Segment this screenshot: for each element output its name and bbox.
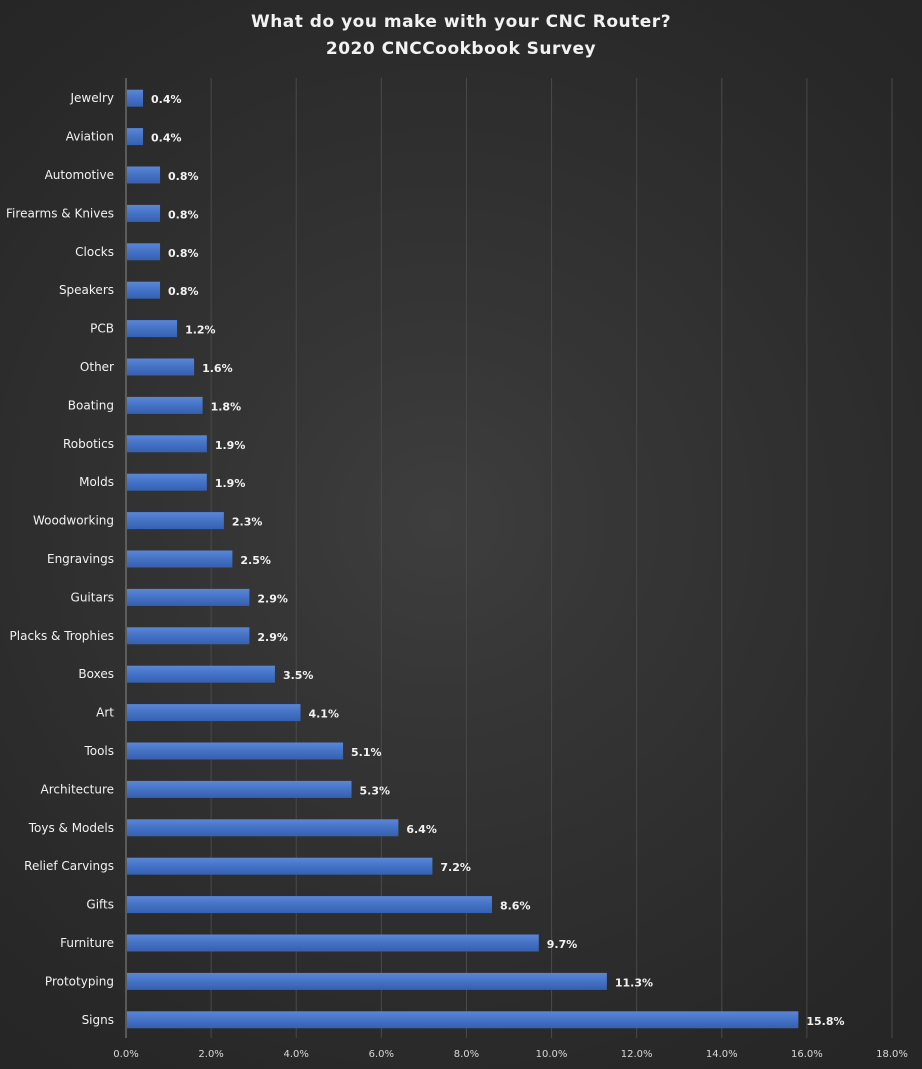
data-label: 7.2% (440, 861, 471, 874)
data-label: 4.1% (308, 708, 339, 721)
category-label: Prototyping (45, 974, 114, 988)
x-tick-label: 8.0% (454, 1049, 479, 1060)
x-tick-label: 6.0% (369, 1049, 394, 1060)
category-label: Gifts (86, 898, 114, 912)
data-label: 5.3% (360, 784, 391, 797)
bar (127, 128, 144, 146)
x-tick-label: 2.0% (198, 1049, 223, 1060)
bar (127, 435, 207, 453)
bar (127, 934, 539, 952)
bar (127, 550, 233, 568)
bar (127, 704, 301, 722)
data-label: 2.3% (232, 516, 263, 529)
category-label: Firearms & Knives (6, 206, 114, 220)
bar (127, 857, 433, 875)
bar (127, 512, 224, 530)
data-label: 2.5% (240, 554, 271, 567)
data-label: 2.9% (257, 592, 288, 605)
bar (127, 358, 195, 376)
category-label: Toys & Models (28, 821, 114, 835)
bar (127, 972, 607, 990)
bar (127, 89, 144, 107)
bar (127, 243, 161, 261)
data-label: 0.4% (151, 93, 182, 106)
category-label: Boxes (78, 667, 114, 681)
category-label: Automotive (45, 168, 114, 182)
data-label: 11.3% (615, 976, 653, 989)
data-label: 1.6% (202, 362, 233, 375)
category-label: Placks & Trophies (10, 629, 114, 643)
chart-title: What do you make with your CNC Router? (250, 12, 672, 32)
data-label: 8.6% (500, 900, 531, 913)
category-label: Engravings (47, 552, 114, 566)
x-tick-label: 0.0% (113, 1049, 138, 1060)
bar (127, 780, 352, 798)
category-label: Relief Carvings (24, 859, 114, 873)
bar (127, 627, 250, 645)
data-label: 0.8% (168, 247, 199, 260)
category-label: Architecture (41, 782, 114, 796)
data-label: 3.5% (283, 669, 314, 682)
bar (127, 742, 344, 760)
x-tick-label: 18.0% (876, 1049, 908, 1060)
x-tick-label: 14.0% (706, 1049, 738, 1060)
data-label: 0.4% (151, 132, 182, 145)
category-label: Tools (83, 744, 114, 758)
category-label: Art (96, 706, 114, 720)
chart-subtitle: 2020 CNCCookbook Survey (325, 39, 597, 59)
data-label: 1.8% (211, 400, 242, 413)
category-label: Guitars (71, 590, 114, 604)
data-label: 0.8% (168, 208, 199, 221)
bar (127, 819, 399, 837)
bar (127, 166, 161, 184)
bar (127, 896, 492, 914)
category-label: Woodworking (33, 514, 114, 528)
category-label: Boating (68, 398, 114, 412)
data-label: 0.8% (168, 285, 199, 298)
category-label: Robotics (63, 437, 114, 451)
bar (127, 473, 207, 491)
data-label: 15.8% (806, 1015, 844, 1028)
x-tick-label: 12.0% (621, 1049, 653, 1060)
bar (127, 588, 250, 606)
x-tick-label: 4.0% (284, 1049, 309, 1060)
bar (127, 396, 203, 414)
category-label: Furniture (60, 936, 114, 950)
category-label: Jewelry (70, 91, 115, 105)
data-label: 1.9% (215, 477, 246, 490)
category-label: Clocks (75, 245, 114, 259)
bar (127, 320, 178, 338)
category-label: Aviation (66, 130, 114, 144)
x-tick-label: 16.0% (791, 1049, 823, 1060)
category-label: Signs (82, 1013, 114, 1027)
category-label: Other (80, 360, 114, 374)
bar (127, 665, 275, 683)
bar (127, 281, 161, 299)
category-label: Speakers (59, 283, 114, 297)
data-label: 9.7% (547, 938, 578, 951)
x-tick-label: 10.0% (536, 1049, 568, 1060)
data-label: 2.9% (257, 631, 288, 644)
data-label: 6.4% (406, 823, 437, 836)
bar (127, 204, 161, 222)
data-label: 5.1% (351, 746, 382, 759)
data-label: 1.9% (215, 439, 246, 452)
data-label: 0.8% (168, 170, 199, 183)
bar (127, 1011, 799, 1029)
data-label: 1.2% (185, 324, 216, 337)
category-label: PCB (90, 322, 114, 336)
category-label: Molds (79, 475, 114, 489)
